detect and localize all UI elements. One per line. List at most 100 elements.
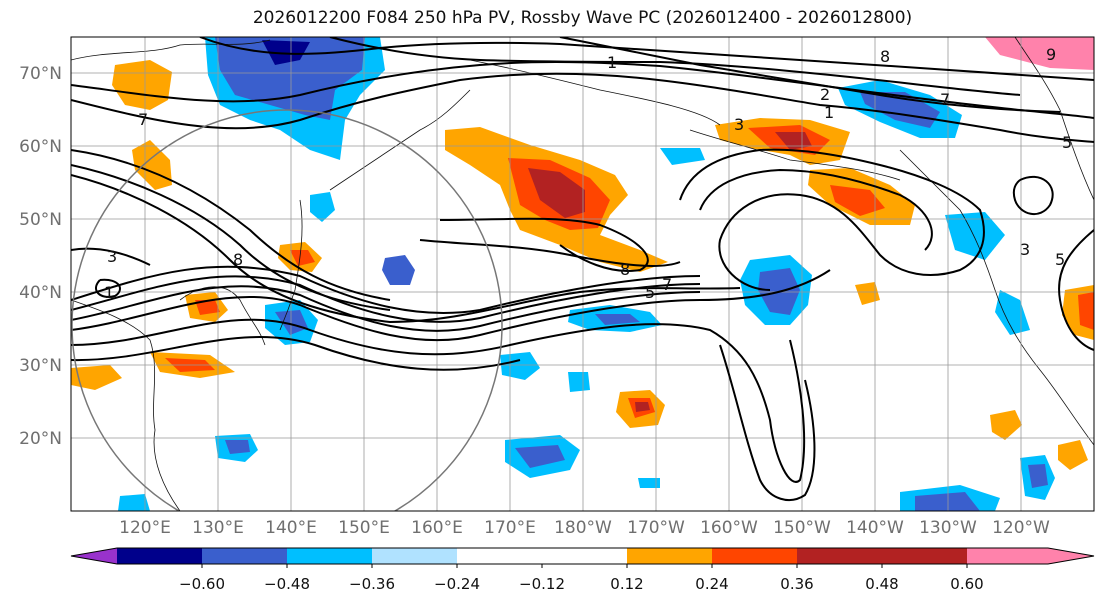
map-content: 1 2 3 5 7 8 1 3 8 5 7 8 9 7 5 1 3 [71,37,1094,511]
contour-label: 1 [824,103,834,122]
contour-label: 7 [138,110,148,129]
contour-label: 3 [734,115,744,134]
lon-label: 170°E [484,518,536,538]
colorbar-tick-label: 0.12 [610,575,643,593]
colorbar-segment [287,548,373,564]
contour-label: 5 [1062,133,1072,152]
shaded-field [71,37,1094,511]
lon-label: 130°E [192,518,244,538]
negative-anomaly [118,494,150,511]
map-frame [70,36,1095,512]
negative-anomaly [595,314,640,325]
contour-label: 8 [620,260,630,279]
negative-anomaly [915,492,980,511]
colorbar-segment [202,548,288,564]
lat-label: 50°N [19,210,62,230]
colorbar-segment [797,548,883,564]
positive-anomaly [132,140,172,190]
positive-anomaly [71,365,122,390]
negative-anomaly [515,445,565,468]
lon-label: 150°E [338,518,390,538]
contour-label: 5 [645,283,655,302]
lon-label: 140°W [846,518,904,538]
lat-label: 30°N [19,356,62,376]
positive-anomaly [1078,292,1094,330]
contour-label: 5 [1055,250,1065,269]
colorbar-extend-high [1048,548,1094,564]
colorbar-segment [882,548,968,564]
colorbar-segment [542,548,628,564]
contour-label: 9 [1046,45,1056,64]
coastlines [71,37,1094,511]
colorbar-segment [457,548,543,564]
latitude-labels: 70°N 60°N 50°N 40°N 30°N 20°N [19,64,62,449]
contour-label-group: 1 2 3 5 7 8 1 3 8 5 7 8 9 7 5 1 3 [104,45,1072,302]
negative-anomaly [1028,464,1048,488]
colorbar-segment [372,548,458,564]
lon-label: 180°W [554,518,612,538]
negative-anomaly [215,37,365,120]
colorbar-tick-label: 0.60 [950,575,983,593]
lat-label: 20°N [19,429,62,449]
contour-label: 8 [233,250,243,269]
negative-anomaly [262,40,310,65]
contour-label: 3 [107,247,117,266]
lon-label: 160°W [700,518,758,538]
colorbar-tick-label: −0.60 [179,575,225,593]
positive-anomaly [775,132,812,150]
positive-anomaly [855,282,880,305]
negative-anomaly [945,212,1005,260]
contour-label: 2 [820,85,830,104]
contour-label: 7 [662,275,672,294]
positive-anomaly [830,185,885,216]
colorbar-tick-label: 0.24 [695,575,728,593]
colorbar-tick-label: −0.24 [434,575,480,593]
positive-anomaly [195,300,220,315]
negative-anomaly [275,310,308,335]
contour-label: 3 [1020,240,1030,259]
lon-label: 170°W [627,518,685,538]
lon-label: 120°W [992,518,1050,538]
lat-label: 70°N [19,64,62,84]
contour-label: 1 [104,283,114,302]
colorbar-segment [117,548,203,564]
contour-label: 7 [940,90,950,109]
colorbar-tick-label: −0.36 [349,575,395,593]
lon-label: 120°E [119,518,171,538]
positive-anomaly [112,60,172,110]
positive-anomaly [1058,440,1088,470]
positive-anomaly [290,250,315,266]
positive-anomaly [528,168,585,218]
negative-anomaly [568,372,590,392]
wave-packet-circle [71,109,503,511]
positive-anomaly [985,37,1094,70]
colorbar-segment [712,548,798,564]
colorbar-segment [967,548,1048,564]
colorbar-ticks: −0.60 −0.48 −0.36 −0.24 −0.12 0.12 0.24 … [179,564,984,593]
contour-label: 8 [880,47,890,66]
negative-anomaly [638,478,660,488]
colorbar-tick-label: 0.36 [780,575,813,593]
longitude-labels: 120°E 130°E 140°E 150°E 160°E 170°E 180°… [119,518,1050,538]
lat-label: 60°N [19,137,62,157]
colorbar-tick-label: −0.12 [519,575,565,593]
colorbar-tick-label: 0.48 [865,575,898,593]
positive-anomaly [635,402,650,412]
positive-anomaly [990,410,1022,440]
lat-label: 40°N [19,283,62,303]
lon-label: 160°E [411,518,463,538]
negative-anomaly [382,255,415,285]
colorbar [70,547,1095,565]
negative-anomaly [660,148,705,165]
colorbar-outline [70,547,1095,565]
lon-label: 140°E [265,518,317,538]
contour-label: 1 [607,53,617,72]
negative-anomaly [225,440,250,454]
lon-label: 130°W [919,518,977,538]
lon-label: 150°W [773,518,831,538]
colorbar-extend-low [71,548,117,564]
colorbar-segment [627,548,713,564]
colorbar-tick-label: −0.48 [264,575,310,593]
map-title: 2026012200 F084 250 hPa PV, Rossby Wave … [252,8,913,28]
